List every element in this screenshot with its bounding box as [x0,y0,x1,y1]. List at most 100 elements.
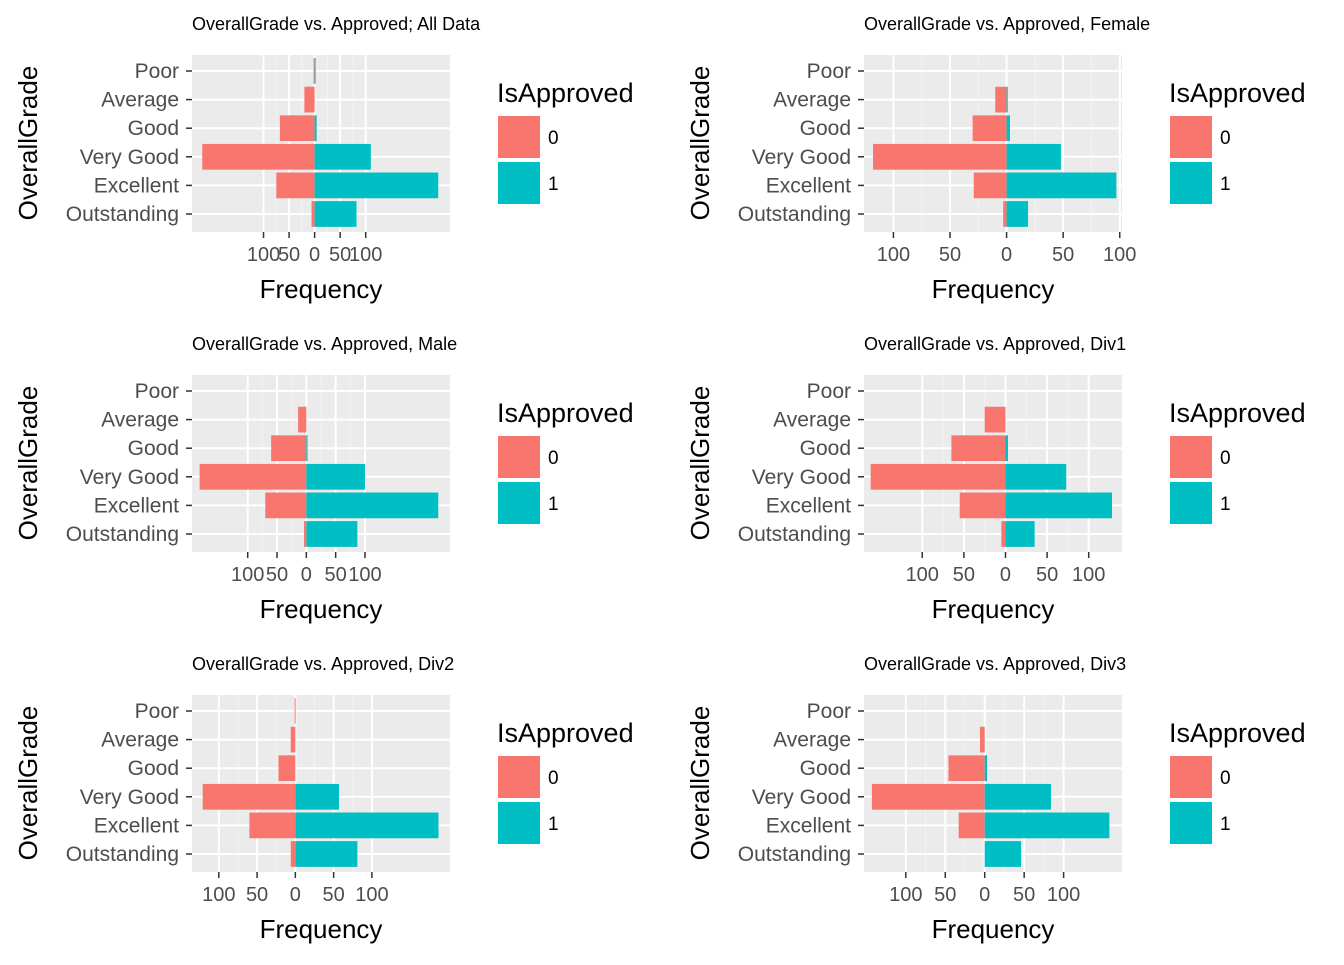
bar-not-approved-excellent [265,492,307,519]
chart-panel-1: OverallGrade vs. Approved; All Data Poor A… [13,14,634,304]
legend-key-0 [498,436,540,478]
bar-not-approved-very-good [870,463,1006,490]
bar-not-approved-excellent [276,172,315,199]
legend: IsApproved 0 1 [497,78,634,204]
x-tick-label: 50 [939,244,961,266]
y-tick-label: Outstanding [66,203,179,226]
bar-not-approved-good [972,115,1007,142]
legend-title: IsApproved [497,718,634,748]
y-tick-label: Excellent [766,814,851,837]
y-tick-label: Average [773,89,851,112]
x-tick-label: 0 [1001,244,1012,266]
y-tick-label: Very Good [80,786,179,809]
bar-approved-good [1006,115,1010,142]
y-tick-label: Excellent [766,174,851,197]
x-axis-title: Frequency [932,914,1055,944]
bar-not-approved-outstanding [303,521,307,547]
x-tick-label: 50 [325,564,347,586]
y-axis-title: OverallGrade [685,706,715,861]
x-tick-label: 50 [246,884,268,906]
y-tick-label: Excellent [94,174,179,197]
x-tick-label: 0 [290,884,301,906]
y-tick-label: Good [800,757,851,780]
bar-approved-very-good [1006,143,1061,170]
legend-title: IsApproved [1169,78,1306,108]
bar-not-approved-good [278,755,296,782]
y-tick-label: Very Good [752,786,851,809]
x-tick-label: 100 [889,884,922,906]
bar-approved-very-good [306,463,365,490]
x-tick-label: 100 [877,244,910,266]
x-tick-label: 0 [309,244,320,266]
legend-label: 1 [1220,814,1231,835]
y-tick-label: Poor [135,380,179,403]
bar-approved-outstanding [1005,521,1035,547]
y-tick-label: Very Good [80,466,179,489]
legend: IsApproved 0 1 [497,398,634,524]
plot-background [864,55,1122,232]
y-tick-label: Average [773,729,851,752]
legend: IsApproved 0 1 [1169,718,1306,844]
bar-approved-poor [314,58,316,84]
y-tick-label: Poor [807,60,851,83]
bar-approved-excellent [1006,172,1117,199]
y-tick-label: Outstanding [66,843,179,866]
legend-key-1 [498,802,540,844]
bar-approved-outstanding [306,521,358,547]
x-tick-label: 50 [329,244,351,266]
y-tick-label: Outstanding [738,523,851,546]
x-tick-label: 100 [1072,564,1105,586]
x-tick-label: 100 [355,884,388,906]
chart-panel-5: OverallGrade vs. Approved, Div2 Poor Avera… [13,654,634,944]
bar-approved-excellent [295,812,439,839]
x-axis-title: Frequency [260,914,383,944]
x-tick-label: 100 [1047,884,1080,906]
x-tick-label: 100 [1103,244,1136,266]
panel-title: OverallGrade vs. Approved, Div1 [864,334,1126,354]
y-tick-label: Good [128,117,179,140]
legend: IsApproved 0 1 [1169,78,1306,204]
x-tick-label: 0 [979,884,990,906]
x-tick-label: 100 [247,244,280,266]
bar-approved-good [306,435,308,462]
x-tick-label: 0 [301,564,312,586]
bar-not-approved-outstanding [1003,201,1007,227]
legend-title: IsApproved [497,78,634,108]
bar-not-approved-very-good [199,463,307,490]
x-tick-label: 100 [348,564,381,586]
x-tick-label: 50 [266,564,288,586]
bar-approved-good [1005,435,1008,462]
x-tick-label: 50 [323,884,345,906]
bar-approved-very-good [1005,463,1067,490]
chart-panel-2: OverallGrade vs. Approved, Female Poor Ave… [685,14,1306,304]
bar-approved-excellent [314,172,439,199]
bar-not-approved-good [279,115,315,142]
legend-label: 0 [1220,448,1231,469]
legend-label: 0 [548,448,559,469]
bar-not-approved-very-good [202,143,315,170]
y-tick-label: Very Good [80,146,179,169]
legend-key-1 [498,162,540,204]
y-tick-label: Poor [807,380,851,403]
legend-key-0 [1170,116,1212,158]
bar-not-approved-excellent [249,812,296,839]
y-tick-label: Outstanding [738,843,851,866]
bar-approved-outstanding [295,841,358,867]
y-tick-label: Poor [807,700,851,723]
panel-title: OverallGrade vs. Approved, Div2 [192,654,454,674]
bar-not-approved-average [304,86,315,113]
bar-approved-good [984,755,988,782]
legend-label: 0 [1220,128,1231,149]
y-axis-title: OverallGrade [13,386,43,541]
x-tick-label: 50 [953,564,975,586]
bar-not-approved-average [298,406,307,433]
bar-not-approved-very-good [202,783,296,810]
bar-approved-very-good [984,783,1051,810]
legend-key-0 [498,756,540,798]
y-tick-label: Poor [135,700,179,723]
y-axis-title: OverallGrade [13,66,43,221]
legend-label: 1 [548,494,559,515]
bar-approved-excellent [984,812,1110,839]
x-axis-title: Frequency [932,594,1055,624]
bar-approved-very-good [295,783,339,810]
